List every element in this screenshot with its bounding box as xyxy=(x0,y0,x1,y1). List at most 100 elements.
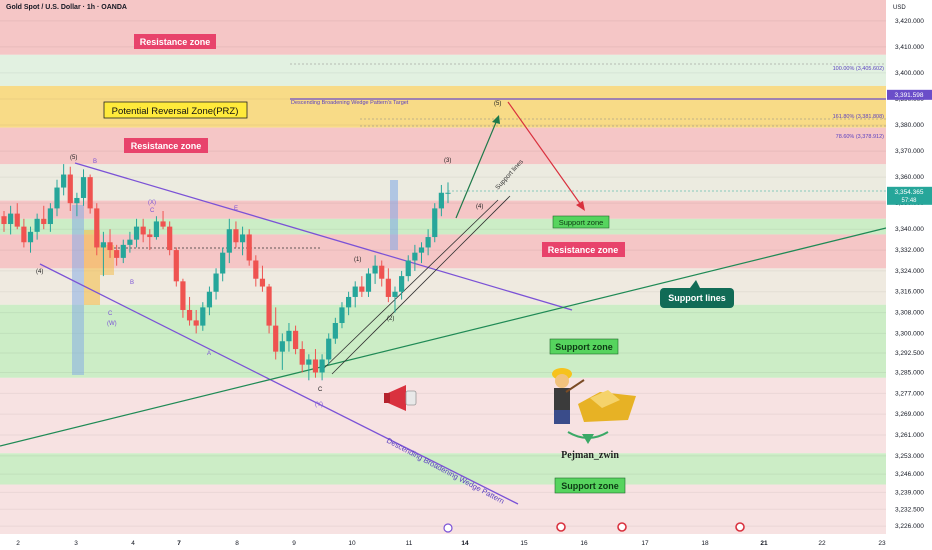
price-tick-label: 3,308.000 xyxy=(895,310,924,317)
price-tick-label: 3,380.000 xyxy=(895,122,924,129)
candle-body xyxy=(87,177,93,209)
wave-labels: (5) B (4) (X) C B C (W) E A (Y) C (1) (2… xyxy=(36,101,501,408)
candle-body xyxy=(206,291,213,308)
candle-body xyxy=(359,286,365,292)
event-icons xyxy=(443,522,745,533)
candle-body xyxy=(27,231,34,243)
support-line-a xyxy=(319,199,499,373)
svg-text:Support zone: Support zone xyxy=(555,342,613,352)
time-tick-label: 3 xyxy=(74,540,78,547)
fib-786-label: 78.60% (3,378.912) xyxy=(836,134,884,140)
candle-body xyxy=(445,192,451,194)
svg-text:(3): (3) xyxy=(444,158,451,164)
neutral-band xyxy=(0,54,886,86)
candle-body xyxy=(47,208,53,225)
candle-body xyxy=(259,278,266,287)
candle-body xyxy=(372,265,378,274)
price-tick-label: 3,340.000 xyxy=(895,226,924,233)
candle-body xyxy=(80,177,87,198)
candle-body xyxy=(127,239,133,245)
price-tag-countdown: 57:48 xyxy=(901,198,917,204)
candle-body xyxy=(352,286,358,297)
candle-body xyxy=(418,247,425,253)
price-tick-label: 3,300.000 xyxy=(895,330,924,337)
price-tick-label: 3,332.000 xyxy=(895,247,924,254)
candle-body xyxy=(326,338,332,360)
svg-text:Support zone: Support zone xyxy=(559,218,604,227)
candle-body xyxy=(292,330,299,350)
author-name: Pejman_zwin xyxy=(561,450,619,461)
currency-label: USD xyxy=(893,5,906,11)
price-tags: 3,391.598 3,354.365 57:48 xyxy=(887,89,932,205)
neutral-band xyxy=(0,377,886,454)
candle-body xyxy=(54,187,60,209)
candle-body xyxy=(186,309,193,321)
candle-body xyxy=(299,349,305,365)
support-zone-band xyxy=(0,304,886,378)
candle-body xyxy=(100,242,107,248)
support-zone-band xyxy=(0,218,886,235)
time-tick-label: 10 xyxy=(348,540,356,547)
time-tick-label: 4 xyxy=(131,540,135,547)
candle-body xyxy=(180,281,186,310)
candle-body xyxy=(432,208,438,238)
price-tick-label: 3,277.000 xyxy=(895,390,924,397)
price-tick-label: 3,285.000 xyxy=(895,369,924,376)
price-tick-label: 3,226.000 xyxy=(895,523,924,530)
time-tick-label: 21 xyxy=(760,540,768,547)
support-zone-band xyxy=(0,453,886,485)
time-tick-label: 16 xyxy=(580,540,588,547)
svg-text:(W): (W) xyxy=(107,321,117,327)
time-tick-label: 14 xyxy=(461,540,469,547)
price-tag xyxy=(887,89,932,100)
candle-body xyxy=(379,265,385,279)
candle-body xyxy=(147,234,153,238)
us-flag-icon xyxy=(617,522,627,532)
svg-text:Resistance zone: Resistance zone xyxy=(131,141,202,151)
svg-text:(2): (2) xyxy=(387,316,394,322)
svg-text:B: B xyxy=(93,159,97,165)
candle-body xyxy=(253,260,259,279)
svg-text:(5): (5) xyxy=(70,155,77,161)
candle-body xyxy=(21,226,27,243)
candle-body xyxy=(107,242,113,251)
wedge-upper-line xyxy=(74,162,573,311)
symbol-title: Gold Spot / U.S. Dollar · 1h · OANDA xyxy=(6,4,127,11)
candle-body xyxy=(365,273,372,292)
price-tick-label: 3,253.000 xyxy=(895,453,924,460)
price-tick-label: 3,261.000 xyxy=(895,432,924,439)
us-flag-icon xyxy=(735,522,745,532)
candle-body xyxy=(239,234,246,243)
candle-body xyxy=(266,286,272,326)
price-tick-label: 3,246.000 xyxy=(895,471,924,478)
time-tick-label: 8 xyxy=(235,540,239,547)
price-tag-value: 3,354.365 xyxy=(895,189,924,196)
price-tick-label: 3,370.000 xyxy=(895,148,924,155)
candle-body xyxy=(200,307,206,326)
zone-label-resistance-low: Resistance zone xyxy=(542,242,625,257)
time-tick-label: 11 xyxy=(406,540,413,547)
zone-label-resistance-top: Resistance zone xyxy=(134,34,216,49)
candle-body xyxy=(213,273,219,292)
price-tick-label: 3,360.000 xyxy=(895,174,924,181)
price-tick-label: 3,400.000 xyxy=(895,70,924,77)
time-tick-label: 22 xyxy=(818,540,826,547)
svg-text:A: A xyxy=(207,351,211,357)
candle-body xyxy=(153,221,160,238)
candle-body xyxy=(412,252,418,261)
svg-text:C: C xyxy=(150,208,155,214)
target-label: Descending Broadening Wedge Pattern's Ta… xyxy=(291,100,409,106)
candle-body xyxy=(193,320,199,326)
zone-label-resistance-mid: Resistance zone xyxy=(124,138,208,153)
candle-body xyxy=(319,359,325,373)
zone-label-support-mid: Support zone xyxy=(549,338,619,355)
price-tick-label: 3,316.000 xyxy=(895,289,924,296)
megaphone-icon xyxy=(384,385,417,411)
candle-body xyxy=(392,291,398,297)
candle-body xyxy=(94,208,100,248)
svg-text:Resistance zone: Resistance zone xyxy=(140,37,211,47)
time-axis[interactable]: 2 3 4 7 8 9 10 11 14 15 16 17 18 21 22 23 xyxy=(16,540,886,547)
svg-text:Resistance zone: Resistance zone xyxy=(548,245,619,255)
candle-body xyxy=(339,307,345,324)
